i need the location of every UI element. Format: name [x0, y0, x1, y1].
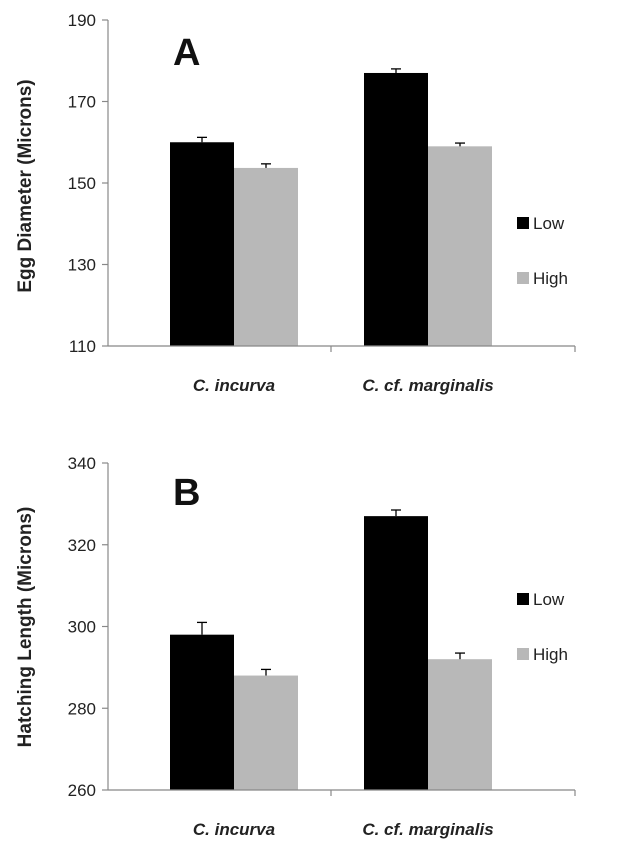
panel-a-ticks: 110 130 150 170 190: [68, 11, 108, 356]
panel-b-error-bars: [197, 509, 465, 676]
panel-b-ticks: 260 280 300 320 340: [68, 454, 108, 800]
panel-b-legend-label-high: High: [533, 645, 568, 664]
panel-a-legend-swatch-low: [517, 217, 529, 229]
panel-b: 260 280 300 320 340 C. incurva C. cf. margina…: [15, 454, 576, 839]
panel-a-categories: C. incurva C. cf. marginalis: [193, 376, 494, 395]
panel-a-bar-low-c-cf-marginalis: [364, 72, 428, 346]
panel-b-label: B: [173, 472, 200, 514]
panel-a-bar-low-c-incurva: [170, 142, 234, 346]
panel-a-y-tick-label-190: 190: [68, 11, 96, 30]
panel-a-legend: Low High: [517, 214, 568, 288]
panel-b-y-tick-label-340: 340: [68, 454, 96, 473]
panel-b-y-tick-label-300: 300: [68, 618, 96, 637]
panel-b-y-tick-label-320: 320: [68, 536, 96, 555]
panel-a-bars: [170, 72, 492, 346]
panel-a-legend-label-low: Low: [533, 214, 565, 233]
panel-b-legend-swatch-low: [517, 593, 529, 605]
panel-b-bar-high-c-incurva: [234, 675, 298, 790]
panel-a-legend-swatch-high: [517, 272, 529, 284]
panel-b-bar-low-c-incurva: [170, 634, 234, 790]
panel-b-categories: C. incurva C. cf. marginalis: [193, 820, 494, 839]
panel-b-y-tick-label-280: 280: [68, 699, 96, 718]
panel-a-y-tick-label-170: 170: [68, 93, 96, 112]
panel-a-x-axis: [108, 345, 576, 352]
panel-a: 110 130 150 170 190 C. incurva C. cf. margina…: [15, 11, 576, 395]
panel-a-legend-label-high: High: [533, 269, 568, 288]
panel-b-category-label-c-cf-marginalis: C. cf. marginalis: [362, 820, 493, 839]
panel-b-bar-low-c-cf-marginalis: [364, 516, 428, 790]
panel-a-label: A: [173, 32, 200, 74]
panel-b-x-axis: [108, 789, 576, 796]
panel-a-bar-high-c-incurva: [234, 167, 298, 346]
panel-a-y-axis-label: Egg Diameter (Microns): [15, 79, 36, 292]
panel-b-y-axis-label: Hatching Length (Microns): [15, 507, 36, 748]
panel-b-bars: [170, 516, 492, 790]
panel-b-category-label-c-incurva: C. incurva: [193, 820, 275, 839]
panel-a-bar-high-c-cf-marginalis: [428, 146, 492, 346]
panel-b-legend-swatch-high: [517, 648, 529, 660]
panel-b-legend-label-low: Low: [533, 590, 565, 609]
panel-b-y-tick-label-260: 260: [68, 781, 96, 800]
panel-a-error-bars: [197, 68, 465, 168]
panel-a-y-tick-label-150: 150: [68, 174, 96, 193]
panel-a-y-tick-label-130: 130: [68, 256, 96, 275]
panel-b-legend: Low High: [517, 590, 568, 664]
panel-a-category-label-c-incurva: C. incurva: [193, 376, 275, 395]
panel-a-y-tick-label-110: 110: [69, 337, 96, 356]
panel-b-bar-high-c-cf-marginalis: [428, 659, 492, 790]
panel-a-category-label-c-cf-marginalis: C. cf. marginalis: [362, 376, 493, 395]
